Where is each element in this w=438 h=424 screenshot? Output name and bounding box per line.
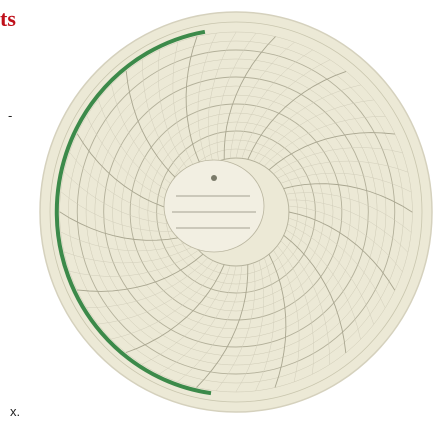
outer-ring <box>49 21 423 403</box>
time-line <box>268 132 396 171</box>
time-line <box>59 211 189 241</box>
time-line <box>216 33 257 162</box>
time-line <box>277 245 315 375</box>
time-line <box>258 99 375 164</box>
time-line <box>288 211 396 291</box>
time-line <box>60 231 192 252</box>
time-line <box>177 265 243 382</box>
time-line <box>287 199 409 253</box>
time-line <box>223 36 276 160</box>
time-line <box>111 262 219 340</box>
time-line <box>97 99 185 201</box>
time-line <box>264 116 386 167</box>
time-line <box>76 253 204 292</box>
time-line <box>197 32 217 167</box>
grid-ring <box>94 67 378 357</box>
time-line <box>280 172 412 193</box>
time-line <box>285 229 361 340</box>
center-label <box>163 159 265 253</box>
time-line <box>288 205 403 272</box>
grid-ring <box>129 103 343 321</box>
time-line <box>255 257 275 392</box>
time-line <box>253 84 361 162</box>
time-line <box>235 260 264 393</box>
time-line <box>86 115 184 207</box>
time-line <box>76 133 184 213</box>
time-line <box>172 41 199 174</box>
time-line <box>208 31 237 164</box>
time-line <box>111 84 187 195</box>
time-line <box>97 260 214 325</box>
text-fragment: x. <box>10 404 21 419</box>
time-line <box>63 171 185 225</box>
time-lines <box>59 31 413 393</box>
time-line <box>287 223 375 325</box>
time-line <box>273 250 300 383</box>
time-line <box>283 183 413 213</box>
time-line <box>215 262 256 391</box>
green-band <box>54 29 212 396</box>
grid-ring <box>76 49 396 375</box>
time-line <box>235 49 313 159</box>
time-line <box>285 192 412 233</box>
time-line <box>283 235 347 353</box>
time-line <box>69 249 199 277</box>
time-line <box>247 70 347 160</box>
time-line <box>280 240 330 365</box>
grid-ring <box>112 85 360 339</box>
heading: ts <box>0 6 16 31</box>
grid-ring <box>85 58 387 366</box>
time-line <box>288 217 386 309</box>
time-line <box>277 160 409 179</box>
time-line <box>69 152 184 219</box>
grid-ring <box>147 121 325 303</box>
time-line <box>60 191 187 232</box>
time-line <box>157 49 195 179</box>
time-line <box>86 257 208 308</box>
grid-ring <box>138 112 334 312</box>
time-line <box>185 36 204 170</box>
logo <box>211 175 217 181</box>
time-line <box>229 42 295 159</box>
time-line <box>241 59 331 159</box>
time-line <box>63 245 195 264</box>
time-line <box>125 71 189 189</box>
time-line <box>159 265 237 375</box>
label-lines <box>172 195 256 229</box>
grid-ring <box>156 130 316 294</box>
time-line <box>142 59 192 184</box>
text-fragment: - <box>8 108 13 123</box>
time-line <box>141 265 231 365</box>
grid-ring <box>68 40 404 384</box>
time-line <box>268 254 287 388</box>
time-line <box>273 147 403 175</box>
time-line <box>196 264 249 388</box>
time-line <box>125 264 225 354</box>
grid-ring <box>103 76 369 348</box>
